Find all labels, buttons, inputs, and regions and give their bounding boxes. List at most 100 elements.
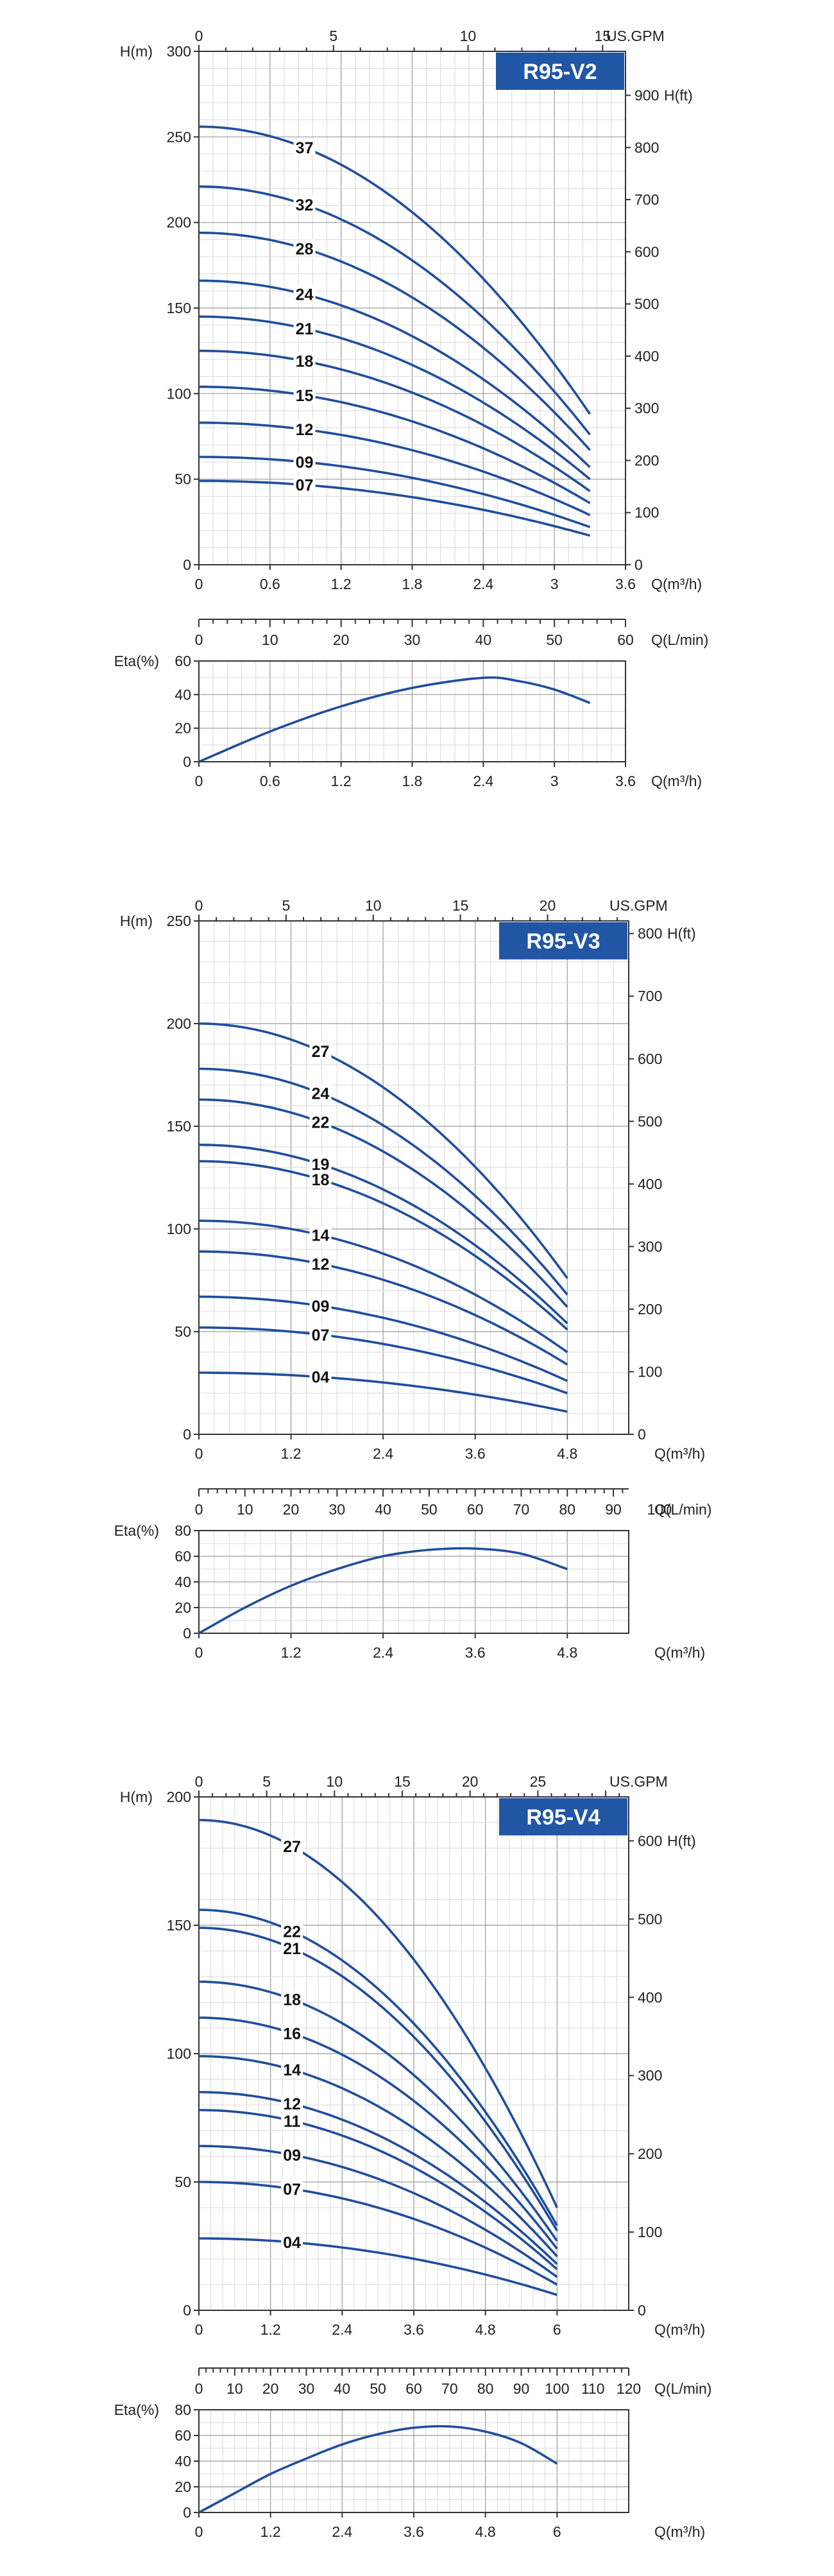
lpm-tick-label: 50 bbox=[421, 1501, 438, 1518]
gpm-tick-label: 15 bbox=[394, 1773, 411, 1790]
curve-19 bbox=[198, 1144, 568, 1325]
curve-label-14: 14 bbox=[312, 1227, 330, 1245]
curve-12 bbox=[198, 2091, 558, 2265]
x-axis-label: Q(m³/h) bbox=[651, 576, 702, 592]
lpm-tick-label: 0 bbox=[195, 1501, 203, 1518]
y-tick-label: 100 bbox=[167, 385, 191, 402]
curve-label-22: 22 bbox=[312, 1114, 330, 1132]
curve-label-bg bbox=[293, 352, 316, 369]
curve-18 bbox=[198, 1160, 568, 1331]
curve-label-bg bbox=[281, 2111, 303, 2129]
model-badge bbox=[499, 1798, 627, 1835]
ft-tick-label: 400 bbox=[638, 1989, 662, 2005]
eta-x-tick-label: 3.6 bbox=[465, 1644, 486, 1661]
lpm-tick-label: 10 bbox=[237, 1501, 253, 1518]
curve-label-bg bbox=[293, 452, 316, 470]
eta-x-tick-label: 2.4 bbox=[373, 1644, 393, 1661]
x-tick-label: 6 bbox=[553, 2321, 561, 2338]
ft-tick-label: 0 bbox=[638, 2302, 646, 2319]
x-tick-label: 1.2 bbox=[260, 2321, 281, 2338]
curve-label-bg bbox=[309, 1042, 332, 1060]
ft-tick-label: 0 bbox=[634, 556, 643, 573]
model-badge bbox=[496, 53, 624, 90]
x-tick-label: 2.4 bbox=[332, 2321, 352, 2338]
eta-x-tick-label: 4.8 bbox=[557, 1644, 577, 1661]
ft-tick-label: 300 bbox=[638, 1238, 662, 1255]
curve-label-18: 18 bbox=[296, 353, 314, 371]
curve-label-bg bbox=[293, 138, 316, 155]
curve-11 bbox=[198, 2109, 558, 2271]
curve-label-07: 07 bbox=[283, 2181, 301, 2199]
eta-axis-label: Eta(%) bbox=[114, 2401, 159, 2418]
efficiency-curve bbox=[198, 1547, 568, 1635]
eta-x-tick-label: 0.6 bbox=[260, 773, 280, 789]
curve-label-18: 18 bbox=[312, 1171, 330, 1189]
x-tick-label: 3 bbox=[550, 576, 559, 592]
eta-tick-label: 0 bbox=[183, 753, 191, 770]
model-title: R95-V3 bbox=[526, 929, 600, 954]
lpm-tick-label: 40 bbox=[475, 631, 492, 648]
curve-label-bg bbox=[293, 476, 316, 493]
curve-14 bbox=[198, 2055, 558, 2258]
eta-tick-label: 40 bbox=[174, 1574, 191, 1590]
eta-x-tick-label: 3.6 bbox=[615, 773, 636, 789]
curve-label-09: 09 bbox=[283, 2147, 301, 2165]
curve-22 bbox=[198, 1098, 568, 1308]
ft-tick-label: 0 bbox=[638, 1426, 646, 1443]
lpm-tick-label: 0 bbox=[195, 631, 203, 648]
curve-label-bg bbox=[309, 1226, 332, 1243]
curve-label-04: 04 bbox=[312, 1369, 330, 1387]
curve-label-27: 27 bbox=[283, 1838, 301, 1856]
y-axis-label: H(m) bbox=[120, 43, 153, 60]
y-tick-label: 100 bbox=[167, 1221, 191, 1237]
lpm-tick-label: 120 bbox=[617, 2380, 641, 2397]
ft-tick-label: 700 bbox=[634, 191, 659, 208]
eta-tick-label: 60 bbox=[174, 1548, 191, 1565]
gpm-axis-label: US.GPM bbox=[609, 897, 668, 914]
curve-27 bbox=[198, 1819, 558, 2208]
lpm-tick-label: 50 bbox=[370, 2380, 386, 2397]
x-tick-label: 3.6 bbox=[465, 1445, 486, 1462]
gpm-tick-label: 15 bbox=[595, 28, 611, 44]
y-tick-label: 100 bbox=[167, 2045, 191, 2062]
ft-axis-label: H(ft) bbox=[664, 87, 693, 103]
eta-x-axis-label: Q(m³/h) bbox=[651, 773, 702, 789]
gpm-axis-label: US.GPM bbox=[609, 1773, 668, 1790]
curve-label-bg bbox=[293, 285, 316, 302]
lpm-axis-label: Q(L/min) bbox=[654, 1501, 711, 1518]
gpm-tick-label: 5 bbox=[329, 28, 337, 44]
efficiency-chart: 0 20 40 60 80 Eta(%) 0 1.2 2.4 3.6 4.8 Q(m³/h) bbox=[114, 1522, 706, 1661]
curve-09 bbox=[198, 2145, 558, 2278]
lpm-tick-label: 30 bbox=[329, 1501, 346, 1518]
lpm-tick-label: 70 bbox=[513, 1501, 530, 1518]
efficiency-chart: 0 20 40 60 Eta(%) 0 0.6 1.2 1.8 2.4 3 3.6 Q(m³/h) bbox=[114, 653, 702, 789]
curve-label-bg bbox=[309, 1084, 332, 1101]
lpm-tick-label: 40 bbox=[334, 2380, 351, 2397]
lpm-tick-label: 100 bbox=[647, 1501, 672, 1518]
curve-12 bbox=[199, 1250, 568, 1366]
curve-07 bbox=[199, 2181, 558, 2286]
ft-axis-label: H(ft) bbox=[667, 925, 696, 942]
eta-x-tick-label: 0 bbox=[195, 2523, 203, 2540]
eta-x-tick-label: 6 bbox=[553, 2523, 561, 2540]
eta-axis-label: Eta(%) bbox=[114, 1522, 159, 1539]
curve-label-32: 32 bbox=[296, 196, 314, 214]
ft-tick-label: 800 bbox=[638, 925, 662, 942]
efficiency-curve bbox=[198, 2425, 558, 2514]
curve-label-24: 24 bbox=[296, 286, 314, 304]
curve-16 bbox=[198, 2016, 558, 2250]
ft-tick-label: 900 bbox=[634, 87, 659, 103]
lpm-tick-label: 20 bbox=[283, 1501, 300, 1518]
model-title: R95-V2 bbox=[523, 60, 597, 84]
y-axis-label: H(m) bbox=[120, 913, 153, 929]
ft-tick-label: 200 bbox=[638, 1301, 662, 1318]
x-tick-label: 0 bbox=[195, 576, 203, 592]
curve-label-04: 04 bbox=[283, 2234, 301, 2252]
lpm-tick-label: 80 bbox=[477, 2380, 494, 2397]
eta-tick-label: 80 bbox=[174, 2401, 191, 2418]
x-tick-label: 1.8 bbox=[402, 576, 423, 592]
y-tick-label: 50 bbox=[174, 2174, 191, 2190]
curve-04 bbox=[199, 1371, 568, 1413]
grid bbox=[198, 920, 629, 1435]
